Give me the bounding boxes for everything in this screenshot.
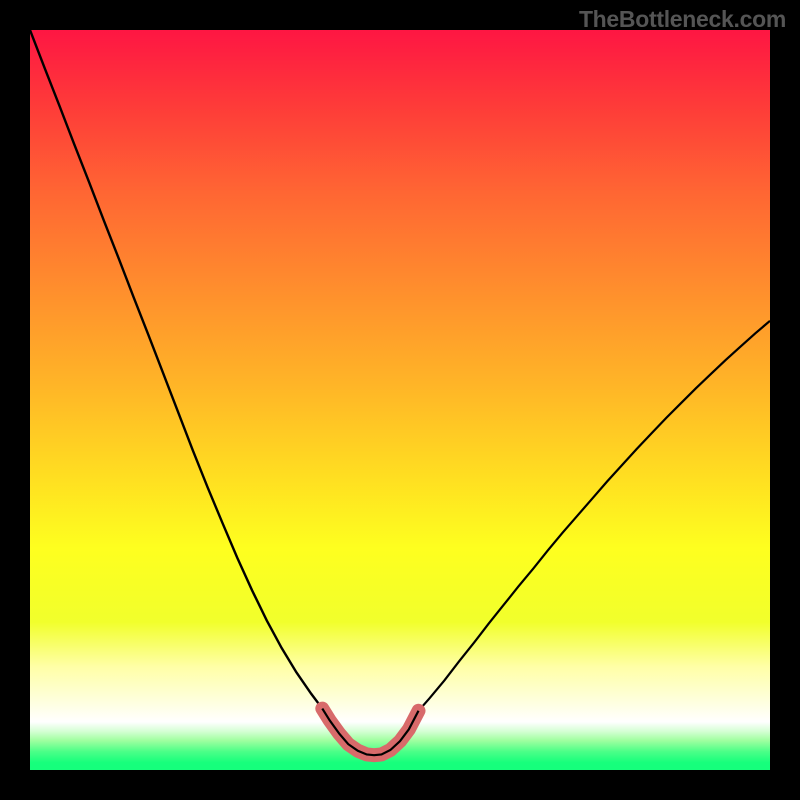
series-right-curve: [419, 321, 771, 711]
series-left-curve: [30, 30, 322, 709]
chart-curves: [30, 30, 770, 770]
chart-plot-area: [30, 30, 770, 770]
watermark-text: TheBottleneck.com: [579, 6, 786, 33]
